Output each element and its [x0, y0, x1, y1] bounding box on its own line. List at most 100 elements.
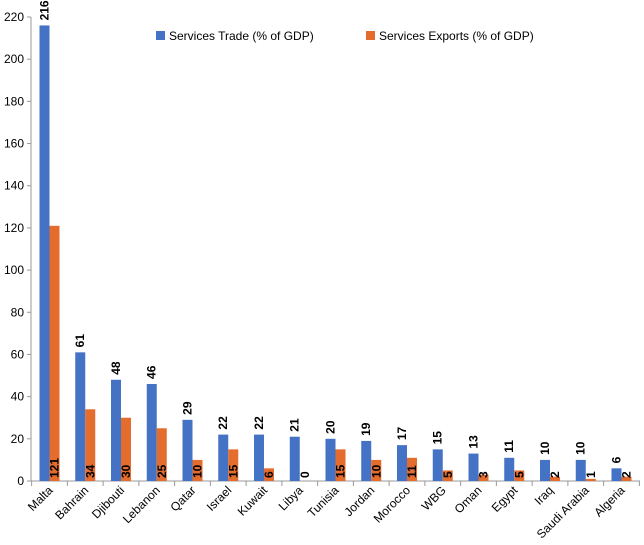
- data-label-services-exports: 15: [226, 464, 240, 478]
- legend-label-exports: Services Exports (% of GDP): [379, 29, 534, 43]
- data-label-services-exports: 1: [584, 471, 598, 478]
- y-tick-label: 20: [11, 432, 25, 446]
- bar-services-exports: [264, 468, 274, 481]
- bar-services-exports: [85, 409, 96, 481]
- data-label-services-trade: 10: [574, 441, 588, 455]
- data-label-services-exports: 25: [155, 464, 169, 478]
- y-tick-label: 220: [4, 10, 24, 24]
- data-label-services-exports: 11: [405, 465, 419, 478]
- x-category-label: Bahrain: [52, 483, 91, 522]
- bar-services-trade: [111, 379, 121, 481]
- bar-services-exports: [121, 417, 131, 481]
- data-label-services-exports: 15: [334, 464, 348, 478]
- data-label-services-trade: 19: [359, 422, 373, 436]
- bar-services-trade: [504, 457, 515, 481]
- data-label-services-exports: 6: [262, 471, 276, 478]
- data-label-services-trade: 20: [324, 420, 338, 434]
- data-label-services-exports: 0: [298, 471, 312, 478]
- bar-services-trade: [146, 383, 157, 481]
- data-label-services-exports: 121: [48, 458, 62, 478]
- data-label-services-trade: 46: [145, 365, 159, 379]
- x-category-label: Algeria: [591, 483, 628, 520]
- data-label-services-exports: 5: [441, 471, 455, 478]
- bar-services-trade: [361, 440, 372, 481]
- bar-services-trade: [540, 459, 550, 481]
- y-tick-label: 160: [4, 137, 24, 151]
- data-label-services-trade: 21: [288, 418, 302, 432]
- y-tick-label: 40: [11, 390, 25, 404]
- data-labels: 2161216134483046252910221522621020151910…: [38, 0, 634, 478]
- y-tick-label: 180: [4, 94, 24, 108]
- y-tick-label: 0: [17, 474, 24, 488]
- data-label-services-trade: 10: [538, 441, 552, 455]
- data-label-services-exports: 2: [620, 471, 634, 478]
- x-category-label: Libya: [276, 483, 306, 513]
- data-label-services-trade: 22: [252, 416, 266, 430]
- bar-services-trade: [468, 453, 479, 481]
- bar-services-trade: [75, 352, 86, 481]
- data-label-services-trade: 61: [73, 334, 87, 348]
- y-tick-label: 80: [11, 305, 25, 319]
- bar-services-exports: [585, 478, 596, 481]
- y-tick-label: 60: [11, 347, 25, 361]
- x-category-label: Israel: [204, 483, 235, 514]
- data-label-services-exports: 34: [83, 464, 97, 478]
- bar-services-trade: [39, 25, 50, 481]
- x-category-label: Oman: [452, 483, 485, 516]
- bar-services-trade: [575, 459, 586, 481]
- data-label-services-trade: 11: [502, 440, 516, 453]
- data-label-services-exports: 2: [548, 471, 562, 478]
- x-category-label: Qatar: [167, 483, 198, 514]
- legend-label-trade: Services Trade (% of GDP): [169, 29, 314, 43]
- x-category-label: Kuwait: [235, 483, 271, 519]
- data-label-services-exports: 10: [369, 464, 383, 478]
- x-category-label: Tunisia: [305, 483, 342, 520]
- bar-services-exports: [407, 457, 417, 481]
- bar-services-trade: [254, 434, 264, 481]
- y-tick-label: 200: [4, 52, 24, 66]
- data-label-services-trade: 15: [431, 431, 445, 445]
- x-category-label: Morocco: [371, 483, 414, 526]
- y-tick-label: 140: [4, 179, 24, 193]
- x-category-label: Malta: [25, 483, 56, 514]
- bars: [39, 25, 632, 481]
- data-label-services-exports: 10: [191, 464, 205, 478]
- bar-services-exports: [621, 476, 632, 481]
- y-tick-label: 120: [4, 221, 24, 235]
- bar-services-exports: [371, 459, 382, 481]
- data-label-services-trade: 216: [38, 0, 52, 20]
- x-category-label: Iraq: [532, 483, 557, 508]
- bar-services-trade: [611, 468, 622, 481]
- bar-services-exports: [550, 476, 560, 481]
- bar-services-exports: [192, 459, 203, 481]
- bar-services-trade: [432, 449, 443, 481]
- x-category-label: Lebanon: [120, 483, 163, 526]
- data-label-services-exports: 5: [512, 471, 526, 478]
- legend: Services Trade (% of GDP) Services Expor…: [156, 29, 534, 43]
- bar-services-trade: [182, 419, 193, 481]
- bar-services-trade: [218, 434, 229, 481]
- bar-services-trade: [397, 445, 407, 481]
- legend-swatch-exports: [366, 31, 375, 40]
- bar-services-exports: [442, 470, 453, 481]
- bar-services-exports: [335, 449, 346, 481]
- data-label-services-trade: 13: [467, 435, 481, 449]
- legend-swatch-trade: [156, 31, 165, 40]
- data-label-services-trade: 17: [395, 426, 409, 440]
- bar-services-exports: [49, 225, 60, 481]
- bar-services-exports: [156, 428, 167, 481]
- data-label-services-trade: 6: [610, 456, 624, 463]
- data-label-services-trade: 48: [109, 361, 123, 375]
- x-category-label: WBG: [419, 483, 449, 513]
- data-label-services-exports: 30: [119, 464, 133, 478]
- y-tick-label: 100: [4, 263, 24, 277]
- bar-services-exports: [478, 474, 489, 481]
- data-label-services-trade: 29: [181, 401, 195, 415]
- bar-services-exports: [514, 470, 525, 481]
- data-label-services-trade: 22: [216, 416, 230, 430]
- bar-services-trade: [325, 438, 336, 481]
- data-label-services-exports: 3: [477, 471, 491, 478]
- bar-services-exports: [228, 449, 239, 481]
- x-category-label: Egypt: [489, 483, 521, 515]
